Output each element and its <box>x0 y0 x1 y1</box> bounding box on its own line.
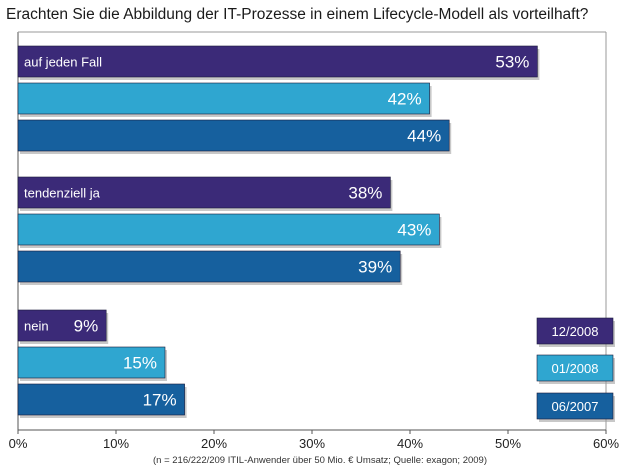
x-tick-label: 60% <box>593 436 619 451</box>
chart-title: Erachten Sie die Abbildung der IT-Prozes… <box>6 6 589 23</box>
bar-value-label: 17% <box>143 391 177 410</box>
bar-value-label: 39% <box>358 258 392 277</box>
legend-label: 01/2008 <box>552 361 599 376</box>
bar-value-label: 53% <box>495 53 529 72</box>
bar-value-label: 44% <box>407 127 441 146</box>
bar <box>17 250 401 283</box>
legend-swatch <box>536 317 614 345</box>
bar-value-label: 15% <box>123 354 157 373</box>
bar <box>17 45 538 78</box>
legend-swatch <box>536 392 614 420</box>
x-tick-label: 0% <box>9 436 28 451</box>
x-tick-label: 10% <box>103 436 129 451</box>
bar <box>17 213 440 246</box>
bar <box>17 176 391 209</box>
legend-label: 12/2008 <box>552 324 599 339</box>
bar <box>17 309 107 342</box>
x-tick-label: 30% <box>299 436 325 451</box>
bar-value-label: 42% <box>388 90 422 109</box>
x-tick-label: 50% <box>495 436 521 451</box>
bar <box>17 383 185 416</box>
bar-value-label: 9% <box>74 317 99 336</box>
chart-footnote: (n = 216/222/209 ITIL-Anwender über 50 M… <box>152 455 488 466</box>
x-tick-label: 40% <box>397 436 423 451</box>
bar <box>17 346 166 379</box>
bar-value-label: 43% <box>397 221 431 240</box>
category-label: auf jeden Fall <box>24 55 102 70</box>
category-label: nein <box>24 319 49 334</box>
bar <box>17 82 430 115</box>
legend-swatch <box>536 354 614 382</box>
category-label: tendenziell ja <box>24 186 101 201</box>
legend-label: 06/2007 <box>552 399 599 414</box>
x-tick-label: 20% <box>201 436 227 451</box>
bar <box>17 119 450 152</box>
bar-value-label: 38% <box>348 184 382 203</box>
